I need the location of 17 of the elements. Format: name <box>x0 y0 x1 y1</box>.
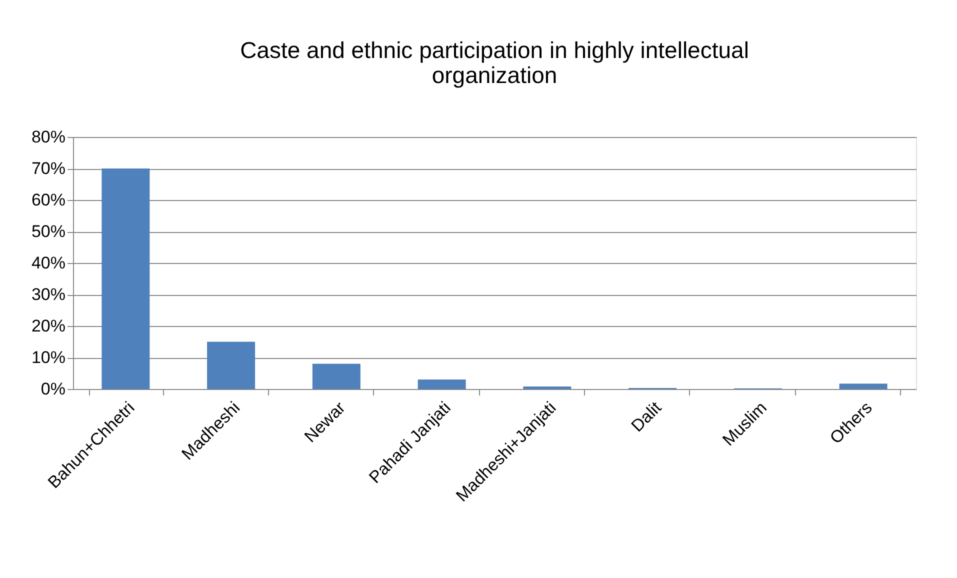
y-tick-label: 60% <box>31 190 66 210</box>
bar <box>418 380 466 389</box>
bar <box>312 364 360 389</box>
y-tick-label: 40% <box>31 254 66 272</box>
y-tick-label: 80% <box>31 128 66 146</box>
bar <box>207 342 256 389</box>
bar <box>102 168 150 389</box>
y-tick-label: 50% <box>31 222 66 241</box>
y-tick-label: 70% <box>31 159 66 178</box>
text: organization <box>432 62 558 88</box>
y-tick-label: 30% <box>31 285 66 304</box>
bar <box>839 384 888 389</box>
bar <box>523 386 572 389</box>
text: Caste and ethnic participation in highly intellectual <box>240 37 749 63</box>
y-tick-label: 20% <box>31 316 66 336</box>
y-tick-label: 10% <box>31 348 66 367</box>
y-tick-label: 0% <box>40 380 66 398</box>
